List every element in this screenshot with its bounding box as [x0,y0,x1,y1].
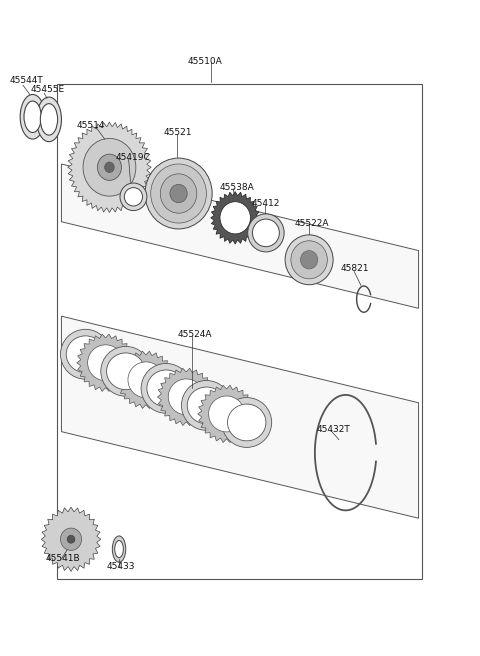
Ellipse shape [115,541,123,558]
Ellipse shape [128,362,164,398]
Text: 45521: 45521 [163,128,192,137]
Ellipse shape [60,329,110,379]
Text: 45541B: 45541B [46,554,80,564]
Ellipse shape [252,219,279,247]
Text: 45412: 45412 [252,199,280,208]
Ellipse shape [112,536,126,562]
Ellipse shape [291,241,327,279]
Ellipse shape [124,188,143,206]
Ellipse shape [145,158,212,229]
Polygon shape [77,334,134,392]
Ellipse shape [97,154,121,180]
Ellipse shape [83,138,136,196]
Ellipse shape [209,396,244,432]
Polygon shape [61,316,419,518]
Ellipse shape [248,214,284,252]
Ellipse shape [40,104,58,135]
Ellipse shape [141,363,191,413]
Polygon shape [68,122,151,213]
Text: 45522A: 45522A [295,218,329,228]
Polygon shape [61,164,419,308]
Ellipse shape [36,97,61,142]
Ellipse shape [24,101,41,133]
Ellipse shape [147,370,185,407]
Polygon shape [198,385,255,443]
Text: 45524A: 45524A [178,330,212,339]
Polygon shape [41,507,101,571]
Ellipse shape [101,346,151,396]
Ellipse shape [107,353,145,390]
Ellipse shape [228,404,266,441]
Bar [57,84,422,579]
Polygon shape [211,192,260,244]
Text: 45510A: 45510A [187,56,222,66]
Ellipse shape [181,380,231,430]
Text: 45432T: 45432T [317,425,350,434]
Ellipse shape [20,94,45,139]
Ellipse shape [170,184,187,203]
Ellipse shape [105,162,114,173]
Ellipse shape [88,345,123,380]
Ellipse shape [220,202,251,234]
Ellipse shape [120,183,147,211]
Text: 45514: 45514 [77,121,105,131]
Text: 45433: 45433 [107,562,135,571]
Text: 45419C: 45419C [115,153,150,162]
Polygon shape [117,351,175,409]
Ellipse shape [285,235,333,285]
Text: 45821: 45821 [341,264,369,274]
Ellipse shape [151,164,206,223]
Text: 45538A: 45538A [220,183,254,192]
Ellipse shape [168,379,204,415]
Ellipse shape [187,387,226,424]
Ellipse shape [300,251,318,269]
Text: 45544T: 45544T [10,76,43,85]
Ellipse shape [66,336,105,373]
Ellipse shape [222,398,272,447]
Ellipse shape [160,174,197,213]
Ellipse shape [60,528,82,550]
Polygon shape [157,368,215,426]
Text: 45455E: 45455E [30,85,64,94]
Ellipse shape [67,535,75,543]
